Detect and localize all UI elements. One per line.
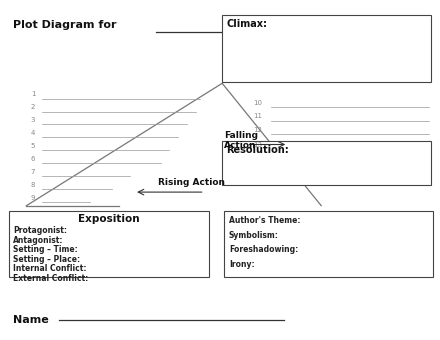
Text: 13: 13 bbox=[253, 142, 262, 148]
Text: 4: 4 bbox=[31, 130, 35, 136]
FancyBboxPatch shape bbox=[9, 211, 209, 277]
Text: Internal Conflict:: Internal Conflict: bbox=[13, 264, 87, 273]
FancyBboxPatch shape bbox=[222, 141, 431, 185]
Text: 2: 2 bbox=[31, 104, 35, 110]
Text: 8: 8 bbox=[31, 182, 35, 188]
Text: Protagonist:: Protagonist: bbox=[13, 226, 67, 235]
Text: 7: 7 bbox=[31, 169, 35, 175]
Text: 6: 6 bbox=[31, 156, 35, 162]
Text: Irony:: Irony: bbox=[229, 260, 254, 269]
Text: 10: 10 bbox=[253, 100, 262, 106]
Text: Symbolism:: Symbolism: bbox=[229, 231, 279, 239]
Text: External Conflict:: External Conflict: bbox=[13, 274, 88, 283]
Text: Plot Diagram for: Plot Diagram for bbox=[13, 20, 117, 31]
Text: 3: 3 bbox=[31, 117, 35, 123]
Text: 11: 11 bbox=[253, 113, 262, 119]
Text: Exposition: Exposition bbox=[78, 214, 140, 224]
Text: Antagonist:: Antagonist: bbox=[13, 236, 64, 244]
Text: Climax:: Climax: bbox=[227, 19, 268, 29]
Text: Rising Action: Rising Action bbox=[158, 178, 225, 187]
Text: 12: 12 bbox=[253, 127, 262, 133]
Text: Foreshadowing:: Foreshadowing: bbox=[229, 245, 298, 254]
Text: Author's Theme:: Author's Theme: bbox=[229, 216, 301, 225]
Text: 9: 9 bbox=[31, 194, 35, 201]
FancyBboxPatch shape bbox=[224, 211, 433, 277]
Text: 5: 5 bbox=[31, 143, 35, 149]
Text: Setting – Time:: Setting – Time: bbox=[13, 245, 78, 254]
Text: 1: 1 bbox=[31, 91, 35, 97]
FancyBboxPatch shape bbox=[222, 15, 431, 82]
Text: Resolution:: Resolution: bbox=[227, 144, 290, 154]
Text: Falling
Action: Falling Action bbox=[224, 131, 258, 150]
Text: Setting – Place:: Setting – Place: bbox=[13, 255, 81, 264]
Text: Name: Name bbox=[13, 314, 49, 325]
